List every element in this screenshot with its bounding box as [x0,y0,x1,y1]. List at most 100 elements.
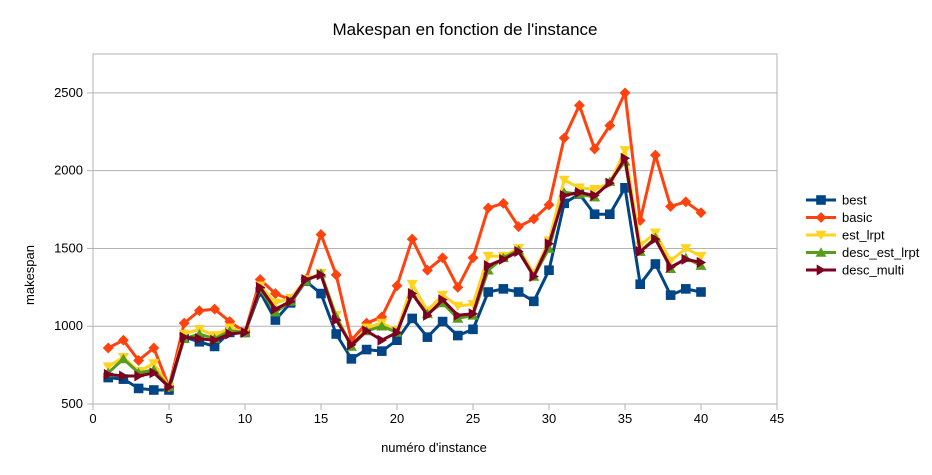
data-point [148,342,160,354]
data-point [559,190,570,202]
data-point [301,274,311,286]
data-point [315,229,327,240]
data-point [513,221,525,233]
legend-item: desc_est_lrpt [806,245,920,260]
data-point [468,308,479,320]
data-point [392,326,403,338]
data-point [210,334,220,346]
data-point [483,287,494,297]
y-tick-label: 2500 [54,85,83,100]
data-point [589,185,601,195]
data-point [605,177,615,189]
data-point [270,315,281,325]
series-desc_multi [103,152,707,393]
legend-label: est_lrpt [842,228,885,243]
data-point [544,265,554,276]
data-point [590,190,600,202]
x-tick-label: 15 [314,411,328,426]
data-point [696,287,706,297]
data-point [346,354,357,364]
data-point [286,295,296,307]
x-tick-label: 20 [390,411,404,426]
data-point [651,233,661,245]
legend-marker [815,247,827,257]
data-point [681,253,691,265]
data-point [680,196,692,208]
data-point [193,305,205,317]
data-point [225,328,235,340]
data-point [316,288,326,299]
data-point [589,209,600,220]
data-point [696,256,707,268]
data-point [650,259,661,269]
data-point [695,251,707,262]
data-point [529,270,539,282]
x-tick-label: 30 [542,411,556,426]
data-point [376,346,387,356]
data-point [133,383,144,394]
data-point [573,99,585,111]
data-point [666,261,676,273]
series-est_lrpt [102,146,707,392]
data-point [665,290,676,300]
legend-marker [816,264,827,276]
gridlines [93,92,777,405]
data-point [133,355,145,366]
data-point [149,385,159,395]
data-point [316,269,327,281]
data-point [179,331,190,343]
y-axis: 500 1000 1500 2000 2500 [54,85,93,411]
data-point [377,334,387,346]
data-point [102,362,114,372]
data-point [421,264,433,276]
legend-item: desc_multi [806,263,904,278]
legend-label: basic [842,210,873,225]
data-point [467,252,479,264]
legend-marker [816,195,826,205]
data-point [680,284,691,294]
data-point [497,197,509,209]
legend: best basic est_lrpt desc_est_lrpt desc_multi [806,193,920,278]
data-point [407,313,418,324]
x-axis: 0 5 10 15 20 25 30 35 40 45 [89,404,784,426]
data-point [149,367,159,379]
x-tick-label: 5 [165,411,172,426]
data-point [528,213,540,225]
data-point [330,269,342,281]
data-point [164,381,175,393]
x-tick-label: 40 [694,411,708,426]
data-point [589,143,601,155]
data-point [499,253,509,265]
data-point [482,251,494,262]
legend-marker [815,230,827,241]
data-point [453,309,463,321]
data-point [452,281,464,293]
x-tick-label: 10 [238,411,252,426]
data-point [482,202,494,214]
series-line [108,186,702,392]
series-basic [102,87,707,393]
data-point [604,209,615,220]
data-point [695,207,707,219]
x-tick-label: 0 [89,411,96,426]
data-point [406,233,418,245]
data-point [178,317,190,329]
data-point [558,175,570,186]
data-point [148,359,160,369]
series-line [107,148,702,389]
legend-marker [815,212,827,223]
series-line [107,91,702,389]
chart-title: Makespan en fonction de l'instance [332,20,597,39]
series-line [107,159,702,389]
legend-label: best [842,193,867,208]
legend-label: desc_multi [842,263,904,278]
data-point [117,334,129,346]
y-tick-label: 2000 [54,163,83,178]
data-point [103,368,114,380]
legend-item: basic [806,210,873,225]
data-point [117,353,129,364]
series-desc_est_lrpt [102,156,707,392]
data-point [635,279,646,290]
data-point [271,303,281,315]
data-point [528,296,539,307]
